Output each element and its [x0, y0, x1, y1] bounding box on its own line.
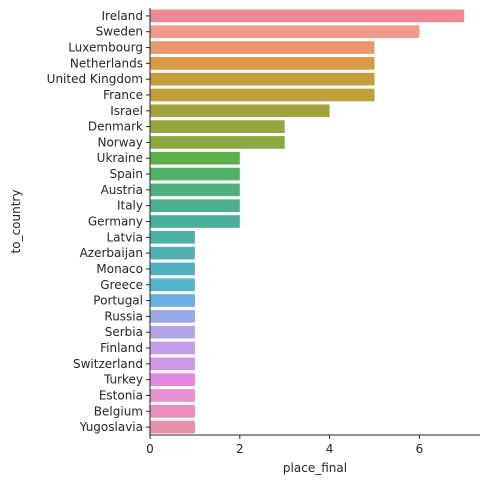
y-tick-label: Finland	[100, 341, 143, 355]
x-axis-title: place_final	[283, 461, 347, 475]
bar-azerbaijan	[150, 246, 195, 260]
bar-france	[150, 88, 375, 102]
x-tick-label: 6	[416, 442, 424, 456]
y-tick-label: Serbia	[105, 325, 143, 339]
bar-norway	[150, 136, 285, 149]
x-tick-label: 0	[146, 442, 154, 456]
y-tick-label: Norway	[97, 135, 143, 149]
y-tick-label: United Kingdom	[47, 72, 143, 86]
bar-greece	[150, 278, 195, 292]
y-tick-label: Azerbaijan	[80, 246, 143, 260]
y-tick-label: Italy	[117, 199, 143, 213]
y-tick-label: Portugal	[93, 294, 143, 308]
y-tick-label: Luxembourg	[68, 41, 143, 55]
y-tick-label: Germany	[88, 215, 143, 229]
bar-russia	[150, 310, 195, 323]
bar-serbia	[150, 325, 195, 339]
bar-united-kingdom	[150, 72, 375, 86]
bar-italy	[150, 199, 240, 213]
bar-spain	[150, 167, 240, 181]
bar-portugal	[150, 294, 195, 307]
x-tick-label: 4	[326, 442, 334, 456]
bar-finland	[150, 341, 195, 355]
bar-belgium	[150, 404, 195, 418]
bar-ukraine	[150, 151, 240, 165]
bar-switzerland	[150, 357, 195, 371]
bar-yugoslavia	[150, 420, 195, 434]
bar-luxembourg	[150, 41, 375, 54]
bar-monaco	[150, 262, 195, 276]
y-tick-label: Turkey	[103, 373, 143, 387]
bar-israel	[150, 104, 330, 118]
x-tick-label: 2	[236, 442, 244, 456]
bar-germany	[150, 215, 240, 228]
y-tick-label: Switzerland	[73, 357, 143, 371]
y-tick-label: Greece	[100, 278, 143, 292]
y-tick-label: Netherlands	[70, 56, 143, 70]
bar-austria	[150, 183, 240, 197]
y-tick-label: Estonia	[99, 388, 143, 402]
y-tick-label: Ukraine	[97, 151, 143, 165]
y-axis-title: to_country	[9, 190, 23, 254]
y-tick-label: Monaco	[96, 262, 143, 276]
bar-latvia	[150, 230, 195, 244]
bars-group	[150, 9, 465, 434]
y-tick-label: France	[103, 88, 143, 102]
bar-ireland	[150, 9, 465, 23]
y-tick-label: Ireland	[101, 9, 143, 23]
y-tick-label: Spain	[109, 167, 143, 181]
y-tick-label: Denmark	[88, 120, 143, 134]
bar-netherlands	[150, 57, 375, 70]
y-tick-label: Israel	[110, 104, 143, 118]
y-tick-label: Belgium	[94, 404, 143, 418]
bar-sweden	[150, 25, 420, 39]
bar-turkey	[150, 373, 195, 386]
y-tick-label: Sweden	[96, 25, 143, 39]
y-tick-label: Russia	[104, 309, 143, 323]
y-tick-label: Yugoslavia	[79, 420, 143, 434]
y-tick-label: Austria	[101, 183, 143, 197]
bar-estonia	[150, 389, 195, 402]
y-tick-label: Latvia	[106, 230, 143, 244]
bar-denmark	[150, 120, 285, 133]
x-ticks: 0 2 4 6	[146, 435, 423, 456]
